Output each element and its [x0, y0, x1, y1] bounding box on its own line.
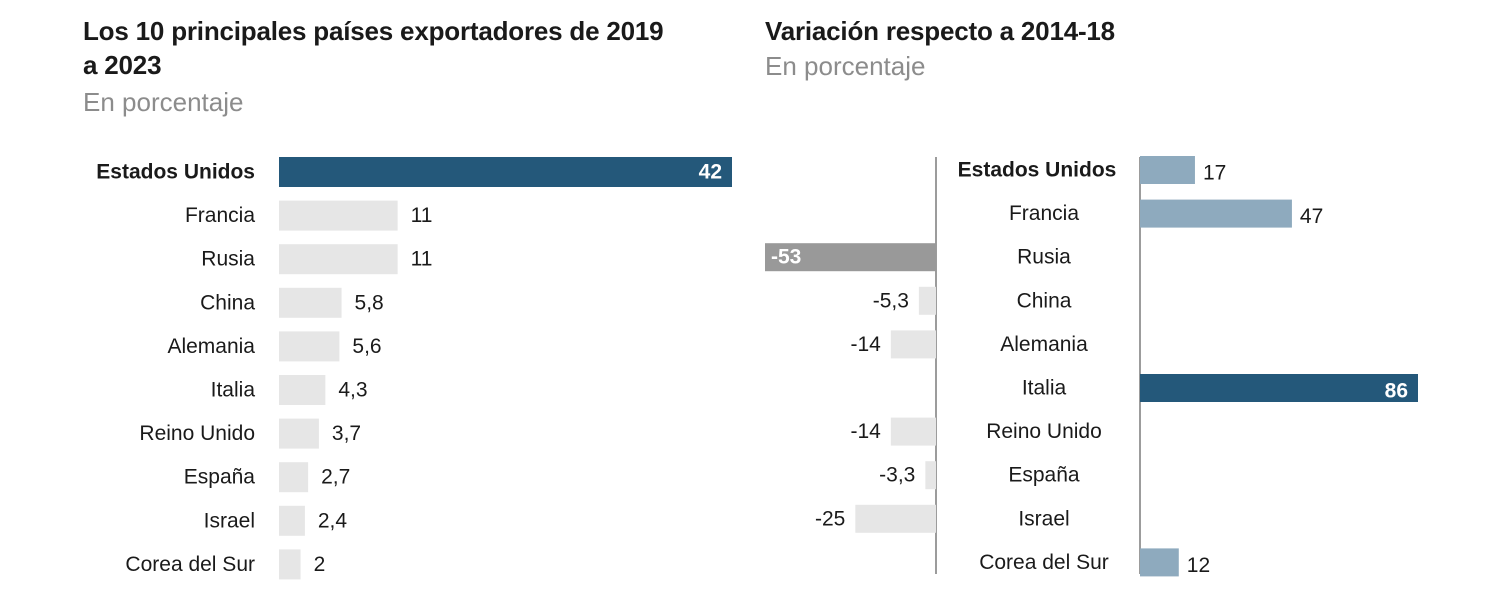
left-category-label-espana: España	[184, 466, 256, 489]
right-value-label-espana: -3,3	[879, 464, 915, 487]
left-bar-israel	[279, 505, 305, 536]
right-category-label-espana: España	[1008, 464, 1080, 487]
right-bar-rusia	[765, 243, 936, 272]
left-chart-title: Los 10 principales países exportadores d…	[83, 16, 664, 80]
right-category-label-israel: Israel	[1018, 507, 1069, 530]
left-bar-alemania	[279, 331, 340, 362]
left-bar-reino-unido	[279, 418, 319, 449]
left-bar-chart: Estados Unidos 42 Francia 11 Rusia 11 China 5,8…	[96, 157, 732, 580]
right-bar-espana	[925, 461, 936, 490]
right-value-label-corea-del-sur: 12	[1187, 554, 1210, 577]
left-value-label-estados-unidos: 42	[699, 161, 722, 184]
left-bar-estados-unidos	[279, 157, 732, 187]
left-category-label-alemania: Alemania	[167, 335, 255, 358]
right-category-label-corea-del-sur: Corea del Sur	[979, 551, 1109, 574]
left-category-label-corea-del-sur: Corea del Sur	[125, 553, 255, 576]
left-category-label-rusia: Rusia	[201, 248, 255, 271]
left-bar-rusia	[279, 244, 398, 275]
left-bar-francia	[279, 200, 398, 231]
left-value-label-corea-del-sur: 2	[314, 553, 326, 576]
right-category-label-francia: Francia	[1009, 202, 1079, 225]
right-bar-israel	[855, 504, 936, 533]
right-chart-title: Variación respecto a 2014-18	[765, 16, 1115, 46]
right-category-label-rusia: Rusia	[1017, 246, 1071, 269]
left-value-label-alemania: 5,6	[352, 335, 381, 358]
left-bar-corea-del-sur	[279, 549, 301, 580]
right-category-label-italia: Italia	[1022, 377, 1067, 400]
left-bar-china	[279, 287, 342, 318]
left-category-label-reino-unido: Reino Unido	[139, 422, 255, 445]
left-bar-italia	[279, 375, 326, 405]
left-value-label-francia: 11	[411, 204, 433, 227]
left-value-label-israel: 2,4	[318, 509, 348, 532]
right-category-label-alemania: Alemania	[1000, 333, 1088, 356]
right-value-label-china: -5,3	[873, 289, 909, 312]
right-value-label-alemania: -14	[850, 333, 881, 356]
right-chart-subtitle: En porcentaje	[765, 51, 926, 81]
right-value-label-rusia: -53	[771, 246, 801, 269]
right-bar-china	[918, 286, 936, 315]
right-bar-estados-unidos	[1140, 156, 1195, 184]
right-bar-francia	[1140, 199, 1292, 228]
left-value-label-reino-unido: 3,7	[332, 422, 361, 445]
right-bar-chart: Estados Unidos 17 Francia 47 Rusia -53 China -5…	[765, 156, 1418, 577]
left-value-label-espana: 2,7	[321, 466, 350, 489]
left-category-label-italia: Italia	[211, 379, 256, 402]
left-bar-espana	[279, 462, 309, 493]
left-category-label-estados-unidos: Estados Unidos	[96, 161, 255, 184]
right-value-label-israel: -25	[815, 507, 845, 530]
left-category-label-francia: Francia	[185, 204, 255, 227]
right-value-label-italia: 86	[1385, 380, 1408, 403]
right-bar-italia	[1140, 374, 1418, 402]
right-value-label-estados-unidos: 17	[1203, 162, 1226, 185]
left-value-label-rusia: 11	[411, 248, 433, 271]
right-value-label-reino-unido: -14	[850, 420, 881, 443]
right-bar-reino-unido	[890, 417, 936, 446]
left-value-label-china: 5,8	[355, 291, 384, 314]
left-category-label-israel: Israel	[204, 509, 255, 532]
right-category-label-estados-unidos: Estados Unidos	[958, 159, 1117, 182]
left-value-label-italia: 4,3	[338, 379, 367, 402]
right-bar-alemania	[890, 330, 936, 359]
right-bar-corea-del-sur	[1140, 548, 1179, 577]
left-chart-subtitle: En porcentaje	[83, 87, 244, 117]
right-value-label-francia: 47	[1300, 205, 1323, 228]
left-category-label-china: China	[200, 291, 255, 314]
right-category-label-china: China	[1017, 289, 1072, 312]
right-category-label-reino-unido: Reino Unido	[986, 420, 1102, 443]
